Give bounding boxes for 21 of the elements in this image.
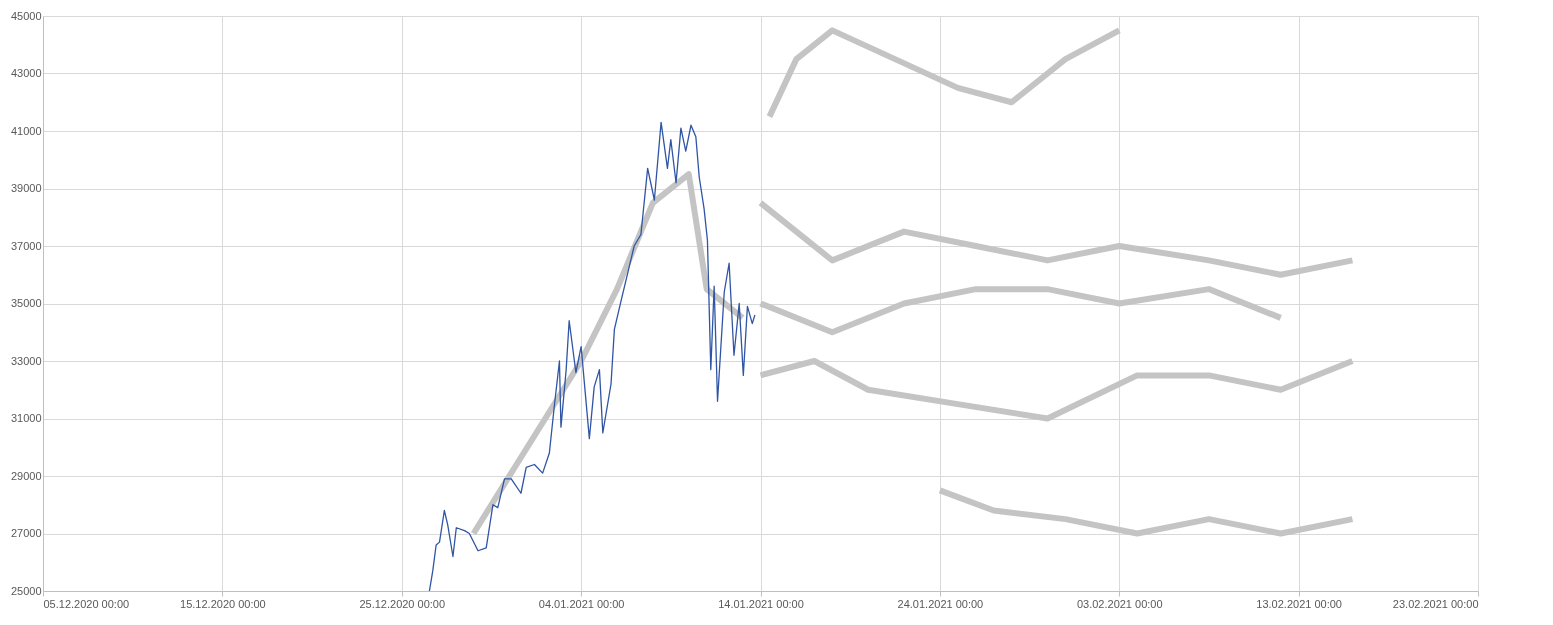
- y-tick-label: 33000: [10, 354, 42, 367]
- x-tick-label: 03.02.2021 00:00: [1076, 597, 1163, 610]
- x-tick-label: 23.02.2021 00:00: [1392, 597, 1479, 610]
- y-tick-label: 45000: [10, 9, 42, 22]
- line-series: [428, 121, 756, 591]
- y-tick-label: 31000: [10, 412, 42, 424]
- y-tick-label: 39000: [10, 182, 42, 194]
- y-tick-label: 27000: [10, 527, 42, 539]
- y-tick-label: 43000: [10, 67, 42, 79]
- y-tick-label: 37000: [10, 239, 42, 252]
- y-tick-label: 41000: [10, 124, 42, 137]
- x-tick-label: 04.01.2021 00:00: [538, 597, 625, 610]
- x-tick-label: 05.12.2020 00:00: [43, 597, 130, 610]
- x-tick-label: 15.12.2020 00:00: [180, 597, 266, 610]
- y-tick-label: 29000: [10, 469, 42, 482]
- x-tick-label: 14.01.2021 00:00: [718, 597, 804, 610]
- y-tick-label: 35000: [10, 297, 42, 309]
- y-tick-label: 25000: [10, 584, 42, 597]
- x-tick-label: 24.01.2021 00:00: [897, 597, 984, 610]
- x-tick-label: 13.02.2021 00:00: [1256, 597, 1342, 610]
- x-tick-label: 25.12.2020 00:00: [359, 597, 446, 610]
